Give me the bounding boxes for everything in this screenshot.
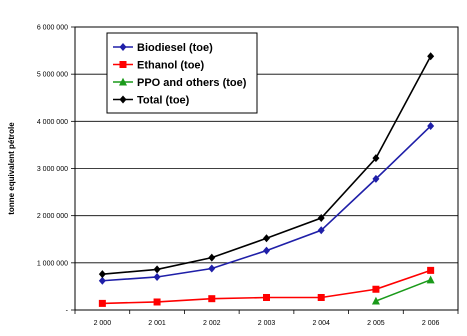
x-tick-label: 2 003 — [258, 320, 276, 327]
legend-marker — [119, 61, 127, 68]
legend: Biodiesel (toe) Ethanol (toe) PPO and othe… — [106, 32, 258, 114]
gridlines — [75, 73, 458, 264]
data-point — [427, 52, 435, 61]
data-point — [153, 265, 161, 274]
series-1 — [98, 266, 435, 307]
legend-label: Biodiesel (toe) — [137, 42, 213, 54]
header-strip — [0, 0, 467, 6]
data-point — [98, 276, 106, 285]
legend-entry: PPO and others (toe) — [113, 77, 247, 89]
x-tick-label: 2 002 — [203, 320, 221, 327]
data-point — [153, 298, 161, 306]
legend-marker — [119, 77, 127, 86]
x-tick-label: 2 000 — [94, 320, 112, 327]
data-point — [98, 299, 106, 307]
y-tick-label: 3 000 000 — [37, 166, 68, 173]
legend-marker — [119, 43, 127, 51]
data-point — [427, 122, 435, 131]
legend-label: Total (toe) — [137, 95, 190, 107]
x-tick-label: 2 006 — [422, 320, 440, 327]
data-point — [317, 214, 325, 223]
series-2 — [371, 275, 435, 305]
y-tick-label: 4 000 000 — [37, 119, 68, 126]
x-tick-label: 2 004 — [312, 320, 330, 327]
series-0 — [98, 122, 435, 285]
data-point — [153, 272, 161, 281]
y-axis-title: tonne equivalent pétrole — [7, 122, 16, 215]
data-point — [208, 264, 216, 273]
legend-entry: Total (toe) — [113, 95, 190, 107]
y-tick-label: 2 000 000 — [37, 213, 68, 220]
y-tick-label: 5 000 000 — [37, 72, 68, 79]
data-point — [208, 253, 216, 262]
legend-label: PPO and others (toe) — [137, 77, 247, 89]
data-point — [372, 174, 380, 183]
data-point — [371, 296, 380, 305]
series-line — [375, 279, 431, 302]
x-tick-label: 2 005 — [367, 320, 385, 327]
data-point — [98, 270, 106, 279]
data-point — [372, 285, 380, 293]
y-tick-label: 6 000 000 — [37, 25, 68, 32]
legend-label: Ethanol (toe) — [137, 60, 205, 72]
data-point — [263, 246, 270, 255]
series-lines — [98, 52, 435, 307]
axes: - 1 000 000 2 000 000 3 000 000 4 000 000 5 0… — [37, 25, 459, 327]
legend-entry: Biodiesel (toe) — [113, 42, 213, 54]
x-tick-label: 2 001 — [148, 320, 166, 327]
data-point — [427, 266, 435, 274]
y-tick-label: - — [66, 308, 69, 315]
data-point — [317, 294, 325, 302]
legend-marker — [119, 95, 127, 104]
series-3 — [98, 52, 435, 279]
data-point — [208, 295, 216, 303]
legend-entry: Ethanol (toe) — [113, 60, 205, 72]
data-point — [426, 275, 435, 284]
data-point — [263, 294, 270, 302]
y-tick-label: 1 000 000 — [37, 260, 68, 267]
data-point — [372, 154, 380, 163]
data-point — [317, 226, 325, 235]
data-point — [263, 234, 270, 243]
